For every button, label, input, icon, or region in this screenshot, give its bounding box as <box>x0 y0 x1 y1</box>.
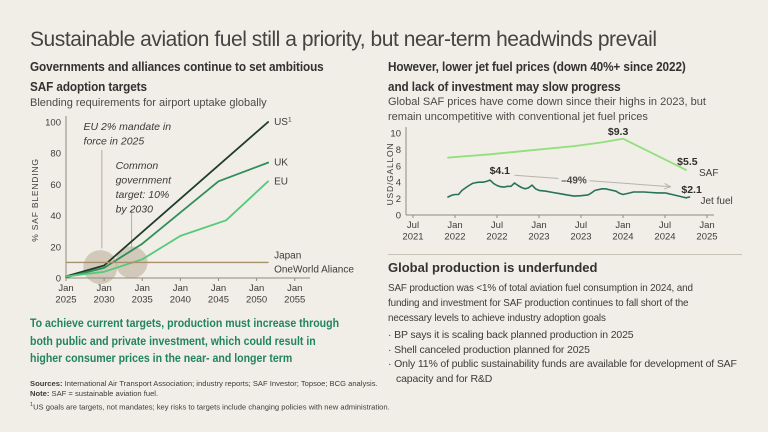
y-tick-label: 0 <box>396 211 401 222</box>
section-divider <box>388 254 742 255</box>
x-tick-label: Jan 2030 <box>94 283 115 306</box>
x-tick-label: Jan 2035 <box>132 283 153 306</box>
value-label: $4.1 <box>490 165 511 177</box>
value-label: $5.5 <box>677 156 698 168</box>
page-title: Sustainable aviation fuel still a priori… <box>30 28 657 51</box>
footer-footnote: 1US goals are targets, not mandates; key… <box>30 401 390 412</box>
x-tick-label: Jul 2022 <box>486 220 507 243</box>
text-line: Global SAF prices have come down since t… <box>388 96 706 108</box>
series-line-us <box>65 121 270 278</box>
series-line-eu <box>65 180 270 278</box>
series-line-saf <box>447 137 687 171</box>
series-line-jet-fuel <box>447 179 691 199</box>
y-tick-label: 0 <box>56 274 61 285</box>
x-tick-label: Jan 2024 <box>612 220 633 243</box>
y-tick-label: 10 <box>390 129 401 140</box>
x-tick-label: Jan 2022 <box>444 220 465 243</box>
production-body: SAF production was <1% of total aviation… <box>388 281 693 325</box>
text-line: funding and investment for SAF productio… <box>388 296 689 309</box>
y-tick-label: 2 <box>396 194 401 205</box>
series-label: UK <box>274 158 288 169</box>
text-line: However, lower jet fuel prices (down 40%… <box>388 60 686 74</box>
y-tick-label: 8 <box>396 145 401 156</box>
text-line: Governments and alliances continue to se… <box>30 60 324 74</box>
text-line: higher consumer prices in the near- and … <box>30 351 293 365</box>
bullet-item: · Shell canceled production planned for … <box>388 343 590 356</box>
text-line: necessary levels to achieve industry ado… <box>388 311 606 324</box>
production-bullets: · BP says it is scaling back planned pro… <box>388 328 760 386</box>
decline-arrow <box>514 174 671 188</box>
y-tick-label: 80 <box>50 149 61 160</box>
text-line: both public and private investment, whic… <box>30 333 316 348</box>
bullet-item: · BP says it is scaling back planned pro… <box>388 329 634 341</box>
series-line-uk <box>65 161 270 279</box>
series-label: SAF <box>699 168 718 179</box>
arrow-label: –49% <box>561 175 587 186</box>
text-line: SAF production was <1% of total aviation… <box>388 282 693 294</box>
y-tick-label: 60 <box>50 180 61 191</box>
x-tick-label: Jan 2025 <box>55 283 76 306</box>
left-column-heading: Governments and alliances continue to se… <box>30 58 324 97</box>
value-label: $9.3 <box>608 126 629 138</box>
y-axis-title: USD/GALLON <box>386 143 395 206</box>
text-line: SAF adoption targets <box>30 79 147 94</box>
saf-blending-chart: EU 2% mandate in force in 2025 Common gover… <box>30 116 354 306</box>
investment-callout: To achieve current targets, production m… <box>30 315 339 368</box>
x-tick-label: Jan 2025 <box>696 220 717 243</box>
y-tick-label: 4 <box>396 178 401 189</box>
series-label: EU <box>274 176 288 187</box>
series-label: Japan <box>274 250 301 261</box>
x-tick-label: Jul 2023 <box>570 220 591 243</box>
text-line: To achieve current targets, production m… <box>30 316 340 330</box>
y-tick-label: 40 <box>50 211 61 222</box>
value-label: $2.1 <box>681 184 702 196</box>
arrow-head <box>663 186 672 190</box>
x-tick-label: Jan 2045 <box>208 283 229 306</box>
saf-price-chart: 0 2 4 6 8 10 Jul 2021 Jan 2022 Jul 2022 Jan 2023 Jul 20… <box>386 126 733 243</box>
footer-sources: Sources: International Air Transport Ass… <box>30 379 378 388</box>
arrow-head <box>664 183 672 188</box>
series-label: OneWorld Aliance <box>274 264 354 275</box>
x-tick-label: Jan 2050 <box>246 283 267 306</box>
footer-notes: Sources: International Air Transport Ass… <box>30 379 490 412</box>
x-tick-label: Jul 2021 <box>402 220 423 243</box>
production-heading: Global production is underfunded <box>388 260 598 275</box>
y-tick-label: 100 <box>45 118 61 129</box>
right-column-heading: However, lower jet fuel prices (down 40%… <box>388 58 686 97</box>
series-label: US1 <box>274 117 292 129</box>
x-tick-label: Jan 2040 <box>170 283 191 306</box>
chart-annotation: EU 2% mandate in force in 2025 <box>84 121 172 148</box>
y-tick-label: 6 <box>396 161 401 172</box>
footer-note: Note: SAF = sustainable aviation fuel. <box>30 389 159 399</box>
series-label: Jet fuel <box>701 196 733 207</box>
right-chart-subtitle: Global SAF prices have come down since t… <box>388 95 706 124</box>
left-chart-subtitle: Blending requirements for airport uptake… <box>30 97 267 109</box>
x-tick-label: Jul 2024 <box>654 220 675 243</box>
y-axis-title: % SAF BLENDING <box>30 158 40 241</box>
chart-annotation: Common government target: 10% by 2030 <box>116 160 173 216</box>
x-tick-label: Jan 2023 <box>528 220 549 243</box>
text-line: remain uncompetitive with conventional j… <box>388 110 648 123</box>
y-tick-label: 20 <box>50 242 61 253</box>
x-tick-label: Jan 2055 <box>284 283 305 306</box>
bullet-item: · Only 11% of public sustainability fund… <box>388 358 737 385</box>
text-line: and lack of investment may slow progress <box>388 79 621 94</box>
